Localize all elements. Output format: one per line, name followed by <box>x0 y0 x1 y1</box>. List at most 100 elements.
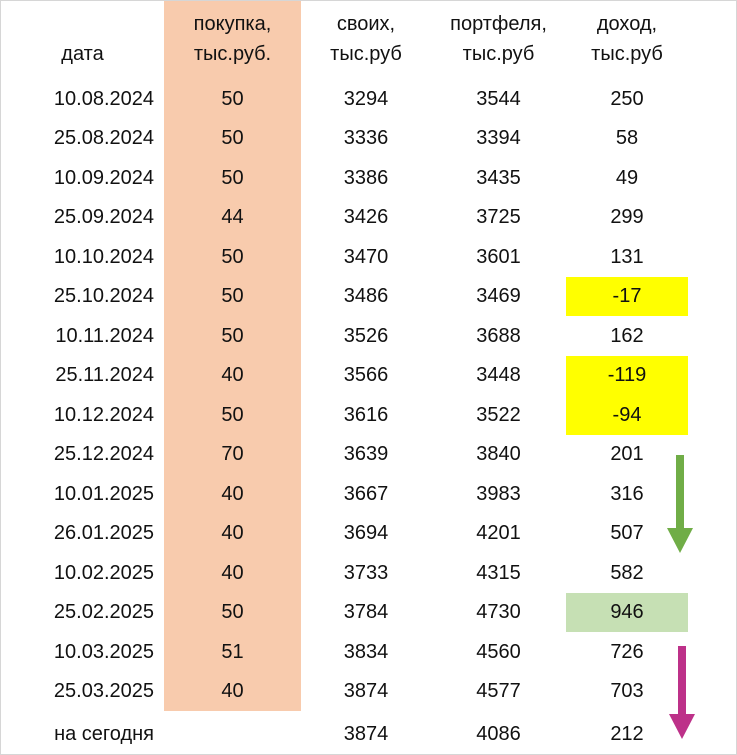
income-cell: 162 <box>610 324 644 347</box>
income-cell-negative: -119 <box>566 355 688 395</box>
income-cell: 726 <box>610 640 644 663</box>
own-cell: 3733 <box>343 561 389 584</box>
own-cell: 3486 <box>343 285 389 308</box>
date-cell: 25.09.2024 <box>53 206 154 229</box>
table-row: 25.09.2024 44 3426 3725 299 <box>1 197 736 237</box>
date-cell: 25.10.2024 <box>53 285 154 308</box>
date-cell: 10.08.2024 <box>53 87 154 110</box>
portfolio-cell: 4086 <box>476 722 521 745</box>
own-cell: 3470 <box>343 245 389 268</box>
income-cell: 507 <box>610 522 644 545</box>
table-row: 10.01.2025 40 3667 3983 316 <box>1 474 736 514</box>
header-purchase: покупка, тыс.руб. <box>164 1 301 79</box>
table-row: 10.08.2024 50 3294 3544 250 <box>1 79 736 119</box>
header-date-label: дата <box>61 43 104 65</box>
income-cell: 250 <box>610 87 644 110</box>
green-down-arrow-icon <box>667 455 693 553</box>
own-cell: 3526 <box>343 324 389 347</box>
purchase-cell: 50 <box>164 79 301 119</box>
income-cell: 582 <box>610 561 644 584</box>
date-cell: 25.12.2024 <box>53 443 154 466</box>
own-cell: 3834 <box>343 640 389 663</box>
purchase-cell: 40 <box>164 671 301 711</box>
date-cell: 25.03.2025 <box>53 680 154 703</box>
table-row: 26.01.2025 40 3694 4201 507 <box>1 513 736 553</box>
portfolio-cell: 3601 <box>476 245 521 268</box>
purchase-cell: 50 <box>164 276 301 316</box>
table-row: 10.03.2025 51 3834 4560 726 <box>1 632 736 672</box>
own-cell: 3426 <box>343 206 389 229</box>
purchase-cell: 70 <box>164 434 301 474</box>
table-row: 10.11.2024 50 3526 3688 162 <box>1 316 736 356</box>
date-cell: 25.02.2025 <box>53 601 154 624</box>
portfolio-cell: 4201 <box>476 522 521 545</box>
own-cell: 3566 <box>343 364 389 387</box>
income-cell: 212 <box>610 722 644 745</box>
income-cell: 703 <box>610 680 644 703</box>
portfolio-cell: 3688 <box>476 324 521 347</box>
table-footer-row: на сегодня 3874 4086 212 <box>1 711 736 754</box>
header-purchase-line2: тыс.руб. <box>193 43 272 65</box>
income-cell-peak: 946 <box>566 592 688 632</box>
portfolio-cell: 3469 <box>476 285 521 308</box>
portfolio-cell: 3725 <box>476 206 521 229</box>
portfolio-cell: 3983 <box>476 482 521 505</box>
purchase-cell: 50 <box>164 316 301 356</box>
own-cell: 3336 <box>343 127 389 150</box>
header-portfolio: портфеля, тыс.руб <box>431 1 566 79</box>
date-cell: 25.11.2024 <box>55 364 154 387</box>
income-cell: 201 <box>610 443 644 466</box>
header-own-line1: своих, <box>336 13 396 35</box>
table-row: 25.08.2024 50 3336 3394 58 <box>1 118 736 158</box>
own-cell: 3616 <box>343 403 389 426</box>
own-cell: 3694 <box>343 522 389 545</box>
income-cell-negative: -94 <box>566 395 688 435</box>
header-portfolio-line1: портфеля, <box>450 13 547 35</box>
purchase-cell: 50 <box>164 158 301 198</box>
table-row: 25.12.2024 70 3639 3840 201 <box>1 434 736 474</box>
table-row: 10.10.2024 50 3470 3601 131 <box>1 237 736 277</box>
table-row: 10.09.2024 50 3386 3435 49 <box>1 158 736 198</box>
purchase-cell: 40 <box>164 553 301 593</box>
own-cell: 3874 <box>343 722 389 745</box>
table-row: 10.12.2024 50 3616 3522 -94 <box>1 395 736 435</box>
table-row: 25.02.2025 50 3784 4730 946 <box>1 592 736 632</box>
purchase-cell-empty <box>164 711 301 754</box>
date-cell: 26.01.2025 <box>53 522 154 545</box>
portfolio-cell: 4730 <box>476 601 521 624</box>
date-cell: 10.12.2024 <box>53 403 154 426</box>
income-cell: 299 <box>610 206 644 229</box>
purchase-cell: 40 <box>164 474 301 514</box>
header-own: своих, тыс.руб <box>301 1 431 79</box>
table-row: 25.11.2024 40 3566 3448 -119 <box>1 355 736 395</box>
table-row: 25.10.2024 50 3486 3469 -17 <box>1 276 736 316</box>
magenta-down-arrow-icon <box>669 646 695 739</box>
own-cell: 3639 <box>343 443 389 466</box>
income-cell: 316 <box>610 482 644 505</box>
purchase-cell: 50 <box>164 237 301 277</box>
purchase-cell: 40 <box>164 355 301 395</box>
date-cell: 10.10.2024 <box>53 245 154 268</box>
purchase-cell: 40 <box>164 513 301 553</box>
portfolio-cell: 3435 <box>476 166 521 189</box>
purchase-cell: 50 <box>164 395 301 435</box>
portfolio-cell: 3394 <box>476 127 521 150</box>
date-cell: 25.08.2024 <box>53 127 154 150</box>
header-date: дата <box>1 1 164 79</box>
header-portfolio-line2: тыс.руб <box>462 43 535 65</box>
income-cell-negative: -17 <box>566 276 688 316</box>
header-own-line2: тыс.руб <box>330 43 402 65</box>
own-cell: 3386 <box>343 166 389 189</box>
income-cell: 58 <box>615 127 639 150</box>
table-row: 10.02.2025 40 3733 4315 582 <box>1 553 736 593</box>
header-income: доход, тыс.руб <box>566 1 688 79</box>
purchase-cell: 50 <box>164 118 301 158</box>
date-cell: 10.09.2024 <box>53 166 154 189</box>
portfolio-cell: 4315 <box>476 561 521 584</box>
date-cell: 10.02.2025 <box>53 561 154 584</box>
portfolio-cell: 3522 <box>476 403 521 426</box>
purchase-cell: 51 <box>164 632 301 672</box>
portfolio-cell: 4560 <box>476 640 521 663</box>
portfolio-cell: 3840 <box>476 443 521 466</box>
